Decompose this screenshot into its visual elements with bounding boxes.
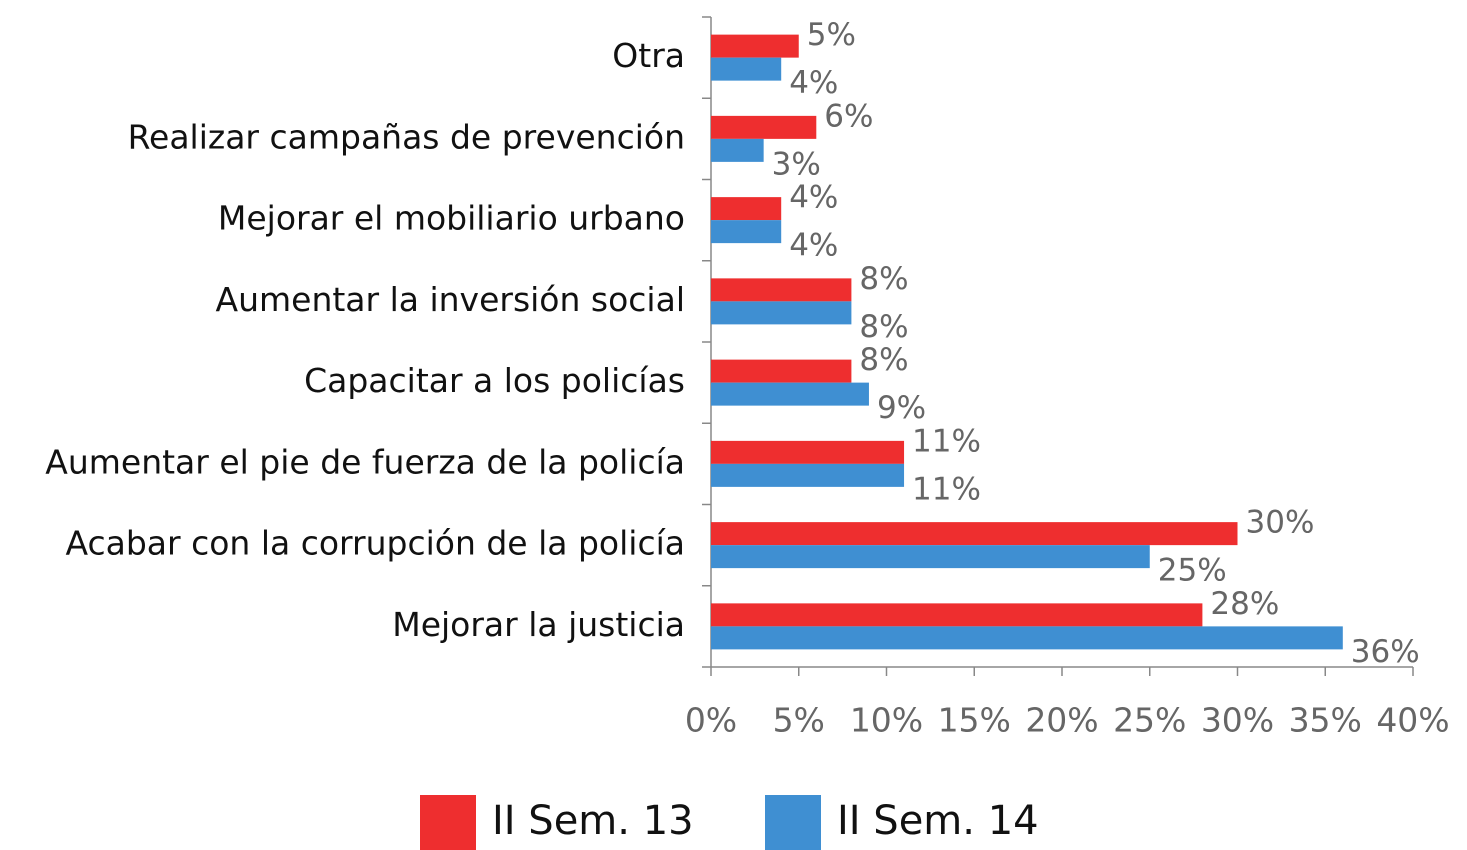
category-label: Mejorar la justicia xyxy=(392,605,685,644)
x-tick-label: 25% xyxy=(1113,701,1186,740)
value-label: 6% xyxy=(824,98,873,134)
bar xyxy=(711,57,782,81)
bar xyxy=(711,34,799,58)
bar xyxy=(711,545,1150,569)
category-label: Aumentar la inversión social xyxy=(216,280,685,319)
x-tick-label: 35% xyxy=(1289,701,1362,740)
x-tick-label: 20% xyxy=(1025,701,1098,740)
category-label: Acabar con la corrupción de la policía xyxy=(66,524,686,563)
bar xyxy=(711,626,1343,650)
category-label: Capacitar a los policías xyxy=(304,361,685,400)
value-label: 8% xyxy=(859,309,908,345)
bar xyxy=(711,301,852,325)
value-label: 5% xyxy=(807,17,856,53)
x-tick-label: 10% xyxy=(850,701,923,740)
bar xyxy=(711,382,869,406)
value-label: 11% xyxy=(912,423,981,459)
bar xyxy=(711,440,905,464)
bar xyxy=(711,359,852,383)
bar xyxy=(711,197,782,221)
value-label: 25% xyxy=(1158,553,1227,589)
x-tick-label: 30% xyxy=(1201,701,1274,740)
category-label: Aumentar el pie de fuerza de la policía xyxy=(45,442,685,481)
x-tick-label: 0% xyxy=(685,701,737,740)
value-label: 4% xyxy=(789,65,838,101)
value-label: 8% xyxy=(859,342,908,378)
x-tick-label: 40% xyxy=(1376,701,1449,740)
category-label: Realizar campañas de prevención xyxy=(128,117,685,156)
value-label: 3% xyxy=(772,146,821,182)
value-label: 30% xyxy=(1246,505,1315,541)
x-tick-label: 15% xyxy=(938,701,1011,740)
bar xyxy=(711,603,1203,627)
value-label: 4% xyxy=(789,228,838,264)
bar xyxy=(711,220,782,244)
bar xyxy=(711,522,1238,546)
bar xyxy=(711,463,905,487)
bar xyxy=(711,278,852,302)
value-label: 36% xyxy=(1351,634,1420,670)
value-label: 28% xyxy=(1210,586,1279,622)
value-label: 8% xyxy=(859,261,908,297)
value-label: 9% xyxy=(877,390,926,426)
bar xyxy=(711,115,817,139)
legend-swatch xyxy=(765,795,821,850)
bar xyxy=(711,138,764,162)
value-label: 4% xyxy=(789,180,838,216)
category-label: Mejorar el mobiliario urbano xyxy=(218,199,685,238)
legend-label: II Sem. 14 xyxy=(837,798,1039,844)
legend-swatch xyxy=(420,795,476,850)
category-label: Otra xyxy=(612,36,685,75)
value-label: 11% xyxy=(912,471,981,507)
x-tick-label: 5% xyxy=(773,701,825,740)
legend-label: II Sem. 13 xyxy=(492,798,694,844)
